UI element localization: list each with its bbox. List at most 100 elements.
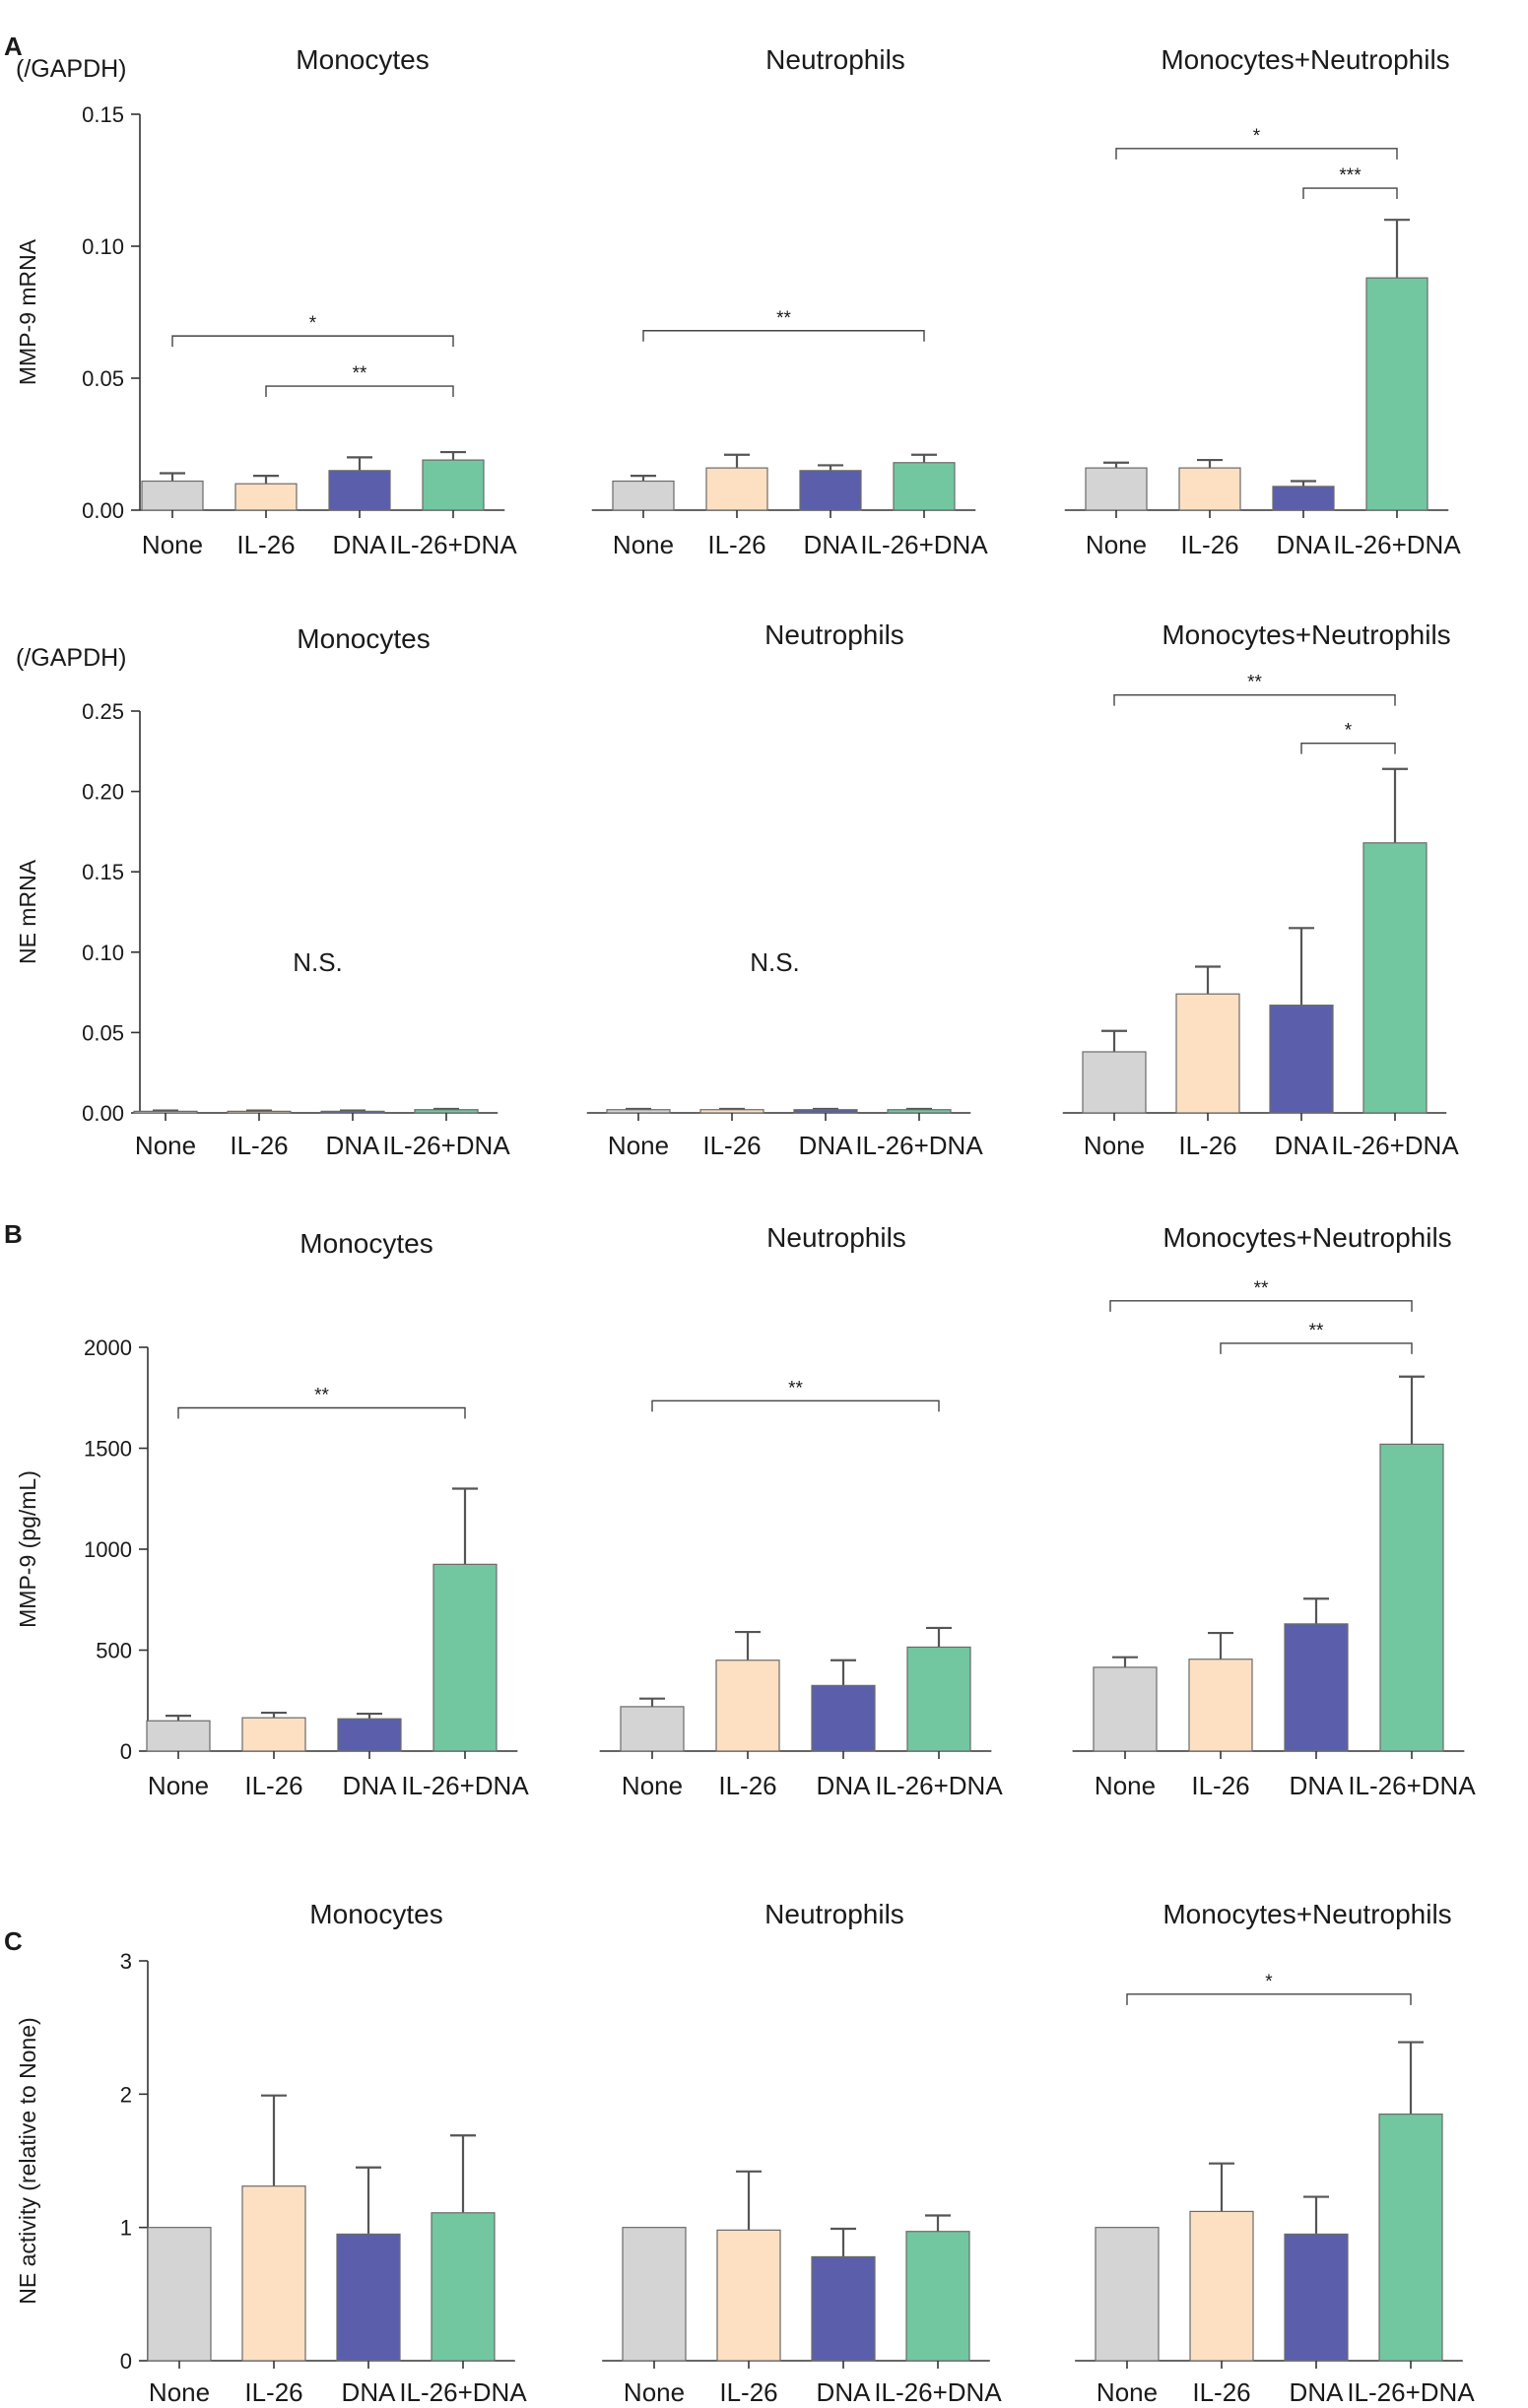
bar-il-26-dna	[887, 1109, 952, 1114]
category-label: IL-26	[244, 2377, 302, 2407]
chart-a-top: A(/GAPDH) MMP-9 mRNA 0.00 0.05 0.10 0.15 Monoc…	[4, 32, 1461, 559]
category-label: IL-26+DNA	[401, 1771, 529, 1800]
bar-none	[1082, 1051, 1147, 1114]
category-label: IL-26+DNA	[1348, 1771, 1476, 1800]
category-label: DNA	[817, 2377, 872, 2407]
bar-il-26	[241, 2185, 306, 2362]
category-label: DNA	[1275, 1131, 1330, 1160]
y-tick-label: 0.00	[82, 498, 124, 523]
y-tick-label: 1500	[84, 1437, 132, 1462]
bar-none	[606, 1109, 671, 1114]
significance-bracket	[1113, 693, 1396, 706]
bar-il-26	[699, 1109, 764, 1114]
bar-none	[612, 480, 675, 511]
significance-label: **	[314, 1386, 329, 1406]
significance-bracket	[1109, 1300, 1413, 1312]
y-axis-title: MMP-9 (pg/mL)	[15, 1470, 40, 1628]
significance-label: **	[1247, 673, 1262, 693]
category-label: IL-26	[1180, 530, 1238, 559]
bar-il-26	[1175, 993, 1240, 1114]
category-label: IL-26	[707, 530, 765, 559]
category-label: IL-26	[702, 1131, 761, 1160]
significance-bracket	[1302, 187, 1398, 200]
bar-il-26-dna	[1379, 1443, 1444, 1752]
category-label: DNA	[343, 1771, 398, 1800]
significance-bracket	[171, 335, 454, 348]
category-label: IL-26+DNA	[382, 1131, 510, 1160]
significance-label: *	[1345, 721, 1353, 742]
significance-bracket	[1115, 148, 1398, 160]
significance-bracket	[1126, 1993, 1412, 2005]
group-title: Monocytes+Neutrophils	[1163, 1899, 1451, 1929]
group-title: Neutrophils	[764, 1899, 904, 1929]
panel-letter: A	[4, 32, 23, 61]
group-title: Monocytes	[299, 1228, 432, 1259]
category-label: DNA	[342, 2377, 397, 2407]
bar-none	[622, 2227, 687, 2362]
category-label: IL-26	[244, 1771, 302, 1800]
bar-dna	[320, 1110, 385, 1114]
bar-il-26-dna	[431, 2212, 496, 2362]
category-label: None	[622, 1771, 683, 1800]
bar-none	[146, 1720, 211, 1752]
bar-none	[133, 1110, 198, 1114]
bar-dna	[1269, 1005, 1334, 1114]
bar-none	[141, 480, 204, 511]
category-label: None	[149, 2377, 210, 2407]
category-label: IL-26	[1191, 1771, 1249, 1800]
category-label: IL-26+DNA	[1333, 530, 1461, 559]
bar-il-26-dna	[905, 2231, 970, 2362]
category-label: IL-26	[719, 2377, 777, 2407]
category-label: IL-26	[1192, 2377, 1250, 2407]
significance-bracket	[651, 1399, 940, 1412]
significance-label: **	[776, 308, 791, 329]
category-label: IL-26+DNA	[399, 2377, 527, 2407]
group-title: Monocytes+Neutrophils	[1162, 619, 1450, 650]
y-axis-title: MMP-9 mRNA	[15, 238, 40, 385]
bar-dna	[799, 470, 862, 511]
bar-il-26-dna	[1365, 277, 1428, 511]
bar-il-26	[234, 483, 298, 511]
significance-label: ***	[1339, 165, 1362, 186]
bar-il-26-dna	[414, 1109, 479, 1114]
group-title: Monocytes	[296, 44, 429, 75]
significance-bracket	[1220, 1342, 1413, 1354]
group-title: Neutrophils	[766, 1222, 906, 1253]
category-label: DNA	[1290, 1771, 1345, 1800]
unit-label: (/GAPDH)	[16, 644, 127, 672]
category-label: IL-26+DNA	[875, 1771, 1003, 1800]
bar-il-26	[1188, 1659, 1253, 1752]
category-label: DNA	[333, 530, 388, 559]
category-label: None	[1086, 530, 1147, 559]
bar-il-26	[716, 2229, 781, 2362]
category-label: DNA	[326, 1131, 381, 1160]
significance-label: **	[1309, 1321, 1324, 1341]
category-label: None	[608, 1131, 669, 1160]
category-label: IL-26	[718, 1771, 776, 1800]
bar-il-26-dna	[1378, 2114, 1443, 2362]
chart-c: C NE activity (relative to None) 0 1 2 3 Monoc…	[4, 1899, 1475, 2407]
bar-dna	[1272, 486, 1335, 511]
bar-dna	[337, 1718, 402, 1752]
ns-annotation: N.S.	[750, 947, 800, 977]
category-label: IL-26	[1178, 1131, 1236, 1160]
category-label: DNA	[804, 530, 859, 559]
category-label: IL-26+DNA	[860, 530, 988, 559]
y-tick-label: 0	[120, 1739, 132, 1764]
y-tick-label: 1000	[84, 1537, 132, 1562]
significance-bracket	[642, 330, 925, 342]
bar-dna	[328, 470, 391, 511]
significance-label: **	[1254, 1278, 1269, 1299]
y-axis-title: NE activity (relative to None)	[15, 2017, 40, 2304]
category-label: None	[624, 2377, 685, 2407]
y-axis-title: NE mRNA	[15, 859, 40, 964]
bar-il-26	[1178, 467, 1241, 511]
significance-label: *	[1253, 126, 1261, 147]
bar-dna	[811, 2255, 876, 2362]
category-label: None	[135, 1131, 196, 1160]
category-label: IL-26	[236, 530, 295, 559]
bar-none	[620, 1706, 685, 1752]
group-title: Monocytes	[309, 1899, 442, 1929]
y-tick-label: 0.05	[82, 1020, 124, 1045]
